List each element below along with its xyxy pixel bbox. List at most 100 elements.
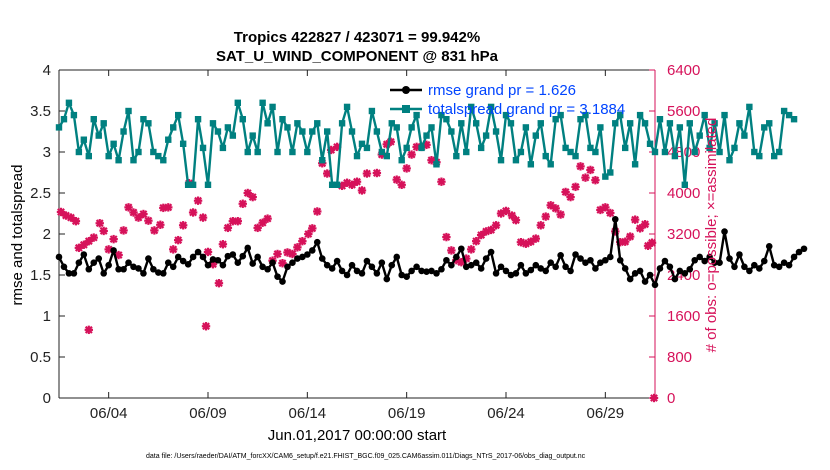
obs-marker <box>308 224 317 233</box>
obs-marker-stroke <box>248 193 257 202</box>
rmse-point <box>155 269 162 276</box>
obs-marker-stroke <box>561 188 570 196</box>
obs-marker <box>531 234 540 243</box>
rmse-point <box>756 265 763 272</box>
obs-marker <box>507 211 517 220</box>
obs-marker-stroke <box>626 232 635 241</box>
obs-marker-stroke <box>576 162 585 171</box>
totalspread-point <box>324 128 331 135</box>
totalspread-point <box>676 124 684 131</box>
obs-marker-stroke <box>437 177 446 186</box>
rmse-point <box>751 261 758 269</box>
obs-marker <box>372 168 382 178</box>
totalspread-point <box>666 120 674 127</box>
rmse-point <box>780 259 788 267</box>
y2-tick-label: 6400 <box>667 62 700 79</box>
totalspread-point <box>413 111 420 119</box>
rmse-point <box>587 256 594 264</box>
obs-marker <box>551 204 560 213</box>
obs-marker-stroke <box>288 250 297 258</box>
totalspread-point <box>785 111 793 119</box>
totalspread-point <box>696 132 703 139</box>
rmse-point <box>577 255 584 262</box>
totalspread-point <box>378 148 386 156</box>
obs-marker-stroke <box>71 217 80 226</box>
totalspread-point <box>547 161 554 168</box>
obs-marker <box>442 232 451 242</box>
totalspread-point <box>358 140 366 147</box>
rmse-point <box>726 255 733 262</box>
obs-marker <box>397 180 406 189</box>
totalspread-point <box>756 152 763 160</box>
rmse-point <box>75 259 83 267</box>
obs-marker <box>273 249 282 259</box>
totalspread-point <box>761 124 768 131</box>
totalspread-point <box>338 120 346 127</box>
rmse-point <box>274 273 281 280</box>
rmse-point <box>438 265 445 273</box>
totalspread-point <box>120 128 127 135</box>
totalspread-point <box>234 99 241 106</box>
rmse-point <box>179 257 187 265</box>
obs-marker <box>591 175 600 185</box>
obs-marker <box>278 259 287 268</box>
obs-marker-stroke <box>84 325 93 334</box>
rmse-point <box>472 259 480 267</box>
totalspread-point <box>726 157 733 164</box>
rmse-point <box>736 251 743 258</box>
totalspread-point <box>656 116 664 123</box>
obs-marker <box>233 216 242 226</box>
totalspread-point <box>492 128 500 135</box>
totalspread-point <box>631 161 639 168</box>
totalspread-point <box>145 120 152 127</box>
obs-marker-stroke <box>214 279 223 288</box>
rmse-point <box>289 259 296 267</box>
y-tick-label: 3 <box>43 144 51 161</box>
obs-marker-stroke <box>233 217 242 226</box>
rmse-point <box>572 251 579 258</box>
obs-marker <box>596 205 605 215</box>
obs-marker-stroke <box>631 215 640 224</box>
rmse-point <box>284 263 291 271</box>
totalspread-point <box>319 157 326 164</box>
obs-marker <box>298 236 307 246</box>
rmse-point <box>527 266 535 274</box>
rmse-point <box>140 270 147 277</box>
totalspread-point <box>517 148 525 156</box>
rmse-point <box>338 267 346 275</box>
rmse-point <box>100 270 107 277</box>
rmse-point <box>731 263 738 271</box>
totalspread-point <box>209 120 217 127</box>
totalspread-point <box>497 157 505 164</box>
rmse-point <box>184 261 192 268</box>
rmse-point <box>443 256 450 264</box>
obs-marker-stroke <box>293 243 302 252</box>
totalspread-point <box>294 120 301 127</box>
rmse-point <box>378 259 386 267</box>
rmse-point <box>199 253 207 261</box>
totalspread-point <box>448 128 455 135</box>
totalspread-point <box>587 144 594 152</box>
x-axis-label: Jun.01,2017 00:00:00 start <box>268 427 447 444</box>
rmse-point <box>333 257 341 265</box>
x-axis: 06/04 06/09 06/14 06/19 06/24 06/29 <box>90 70 624 422</box>
rmse-point <box>517 261 525 269</box>
totalspread-point <box>612 120 619 127</box>
obs-marker-stroke <box>263 214 272 223</box>
obs-marker <box>84 325 93 335</box>
obs-marker-stroke <box>648 238 656 247</box>
rmse-point <box>304 251 311 258</box>
obs-marker-stroke <box>581 173 590 182</box>
rmse-point <box>701 257 708 265</box>
obs-marker <box>566 192 575 202</box>
rmse-point <box>795 248 803 256</box>
totalspread-point <box>140 116 147 123</box>
rmse-point <box>611 215 619 223</box>
y-tick-label: 1 <box>43 308 51 325</box>
obs-marker-stroke <box>551 204 560 213</box>
rmse-point <box>741 263 748 271</box>
rmse-point <box>785 261 793 269</box>
rmse-point <box>105 261 112 269</box>
obs-marker-stroke <box>62 211 70 220</box>
obs-marker-stroke <box>202 322 210 331</box>
